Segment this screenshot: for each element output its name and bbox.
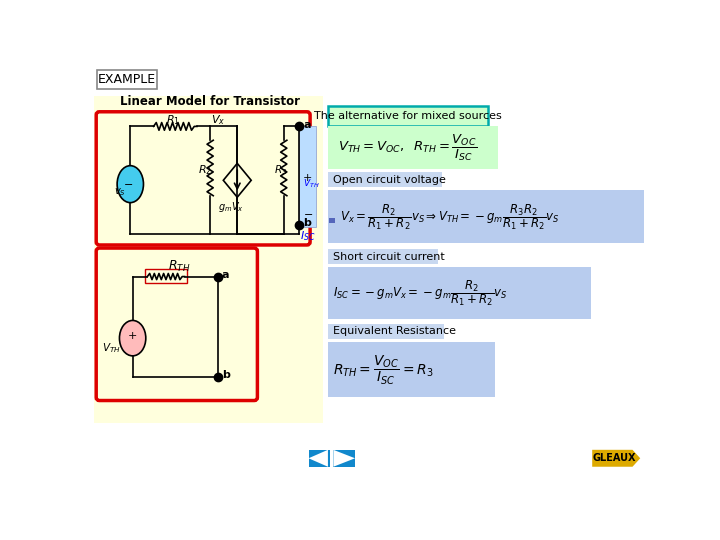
Text: Linear Model for Transistor: Linear Model for Transistor bbox=[120, 95, 300, 108]
Text: $v_S$: $v_S$ bbox=[114, 186, 125, 198]
Ellipse shape bbox=[120, 320, 145, 356]
Text: $R_3$: $R_3$ bbox=[274, 164, 288, 177]
Text: Equivalent Resistance: Equivalent Resistance bbox=[333, 326, 456, 336]
Text: Open circuit voltage: Open circuit voltage bbox=[333, 174, 446, 185]
Text: $R_{TH} = \dfrac{V_{OC}}{I_{SC}} = R_3$: $R_{TH} = \dfrac{V_{OC}}{I_{SC}} = R_3$ bbox=[333, 354, 433, 387]
FancyBboxPatch shape bbox=[97, 70, 157, 89]
FancyBboxPatch shape bbox=[300, 126, 316, 226]
FancyBboxPatch shape bbox=[328, 267, 591, 319]
FancyBboxPatch shape bbox=[309, 450, 330, 467]
Polygon shape bbox=[333, 450, 355, 467]
Polygon shape bbox=[309, 450, 328, 467]
Text: The alternative for mixed sources: The alternative for mixed sources bbox=[314, 111, 502, 120]
Ellipse shape bbox=[117, 166, 143, 202]
Text: $R_1$: $R_1$ bbox=[166, 113, 180, 127]
FancyBboxPatch shape bbox=[328, 342, 495, 397]
Text: $V_{TH}$: $V_{TH}$ bbox=[303, 178, 320, 191]
FancyBboxPatch shape bbox=[328, 323, 444, 339]
Text: $R_{TH}$: $R_{TH}$ bbox=[168, 259, 190, 274]
Text: +: + bbox=[128, 331, 138, 341]
Text: $V_x = \dfrac{R_2}{R_1+R_2}v_S \Rightarrow V_{TH} = -g_m\dfrac{R_3R_2}{R_1+R_2}v: $V_x = \dfrac{R_2}{R_1+R_2}v_S \Rightarr… bbox=[340, 202, 559, 232]
Text: a: a bbox=[303, 120, 310, 130]
FancyBboxPatch shape bbox=[328, 106, 488, 126]
Text: $R_2$: $R_2$ bbox=[199, 164, 212, 177]
Text: $I_{SC}$: $I_{SC}$ bbox=[300, 229, 315, 242]
Text: $-$: $-$ bbox=[123, 178, 133, 188]
FancyBboxPatch shape bbox=[328, 126, 498, 168]
Text: $I_{SC} = -g_mV_x = -g_m\dfrac{R_2}{R_1+R_2}v_S$: $I_{SC} = -g_mV_x = -g_m\dfrac{R_2}{R_1+… bbox=[333, 279, 508, 308]
Text: GLEAUX: GLEAUX bbox=[592, 453, 636, 463]
Text: $-$: $-$ bbox=[302, 208, 312, 218]
Text: +: + bbox=[303, 173, 312, 183]
FancyBboxPatch shape bbox=[328, 172, 442, 187]
Text: a: a bbox=[222, 270, 229, 280]
Text: b: b bbox=[303, 218, 311, 228]
Text: $g_m V_x$: $g_m V_x$ bbox=[218, 200, 244, 214]
Text: $V_x$: $V_x$ bbox=[211, 113, 225, 127]
FancyBboxPatch shape bbox=[328, 190, 644, 244]
FancyBboxPatch shape bbox=[94, 96, 323, 423]
FancyBboxPatch shape bbox=[328, 249, 438, 264]
Polygon shape bbox=[593, 450, 640, 467]
Text: b: b bbox=[222, 370, 230, 380]
Text: $V_{TH} =V_{OC},\;\; R_{TH} = \dfrac{V_{OC}}{I_{SC}}$: $V_{TH} =V_{OC},\;\; R_{TH} = \dfrac{V_{… bbox=[338, 133, 477, 163]
FancyBboxPatch shape bbox=[330, 218, 335, 224]
Text: EXAMPLE: EXAMPLE bbox=[97, 73, 156, 86]
Text: Short circuit current: Short circuit current bbox=[333, 252, 444, 261]
FancyBboxPatch shape bbox=[333, 450, 355, 467]
Text: $V_{TH}$: $V_{TH}$ bbox=[102, 341, 121, 355]
